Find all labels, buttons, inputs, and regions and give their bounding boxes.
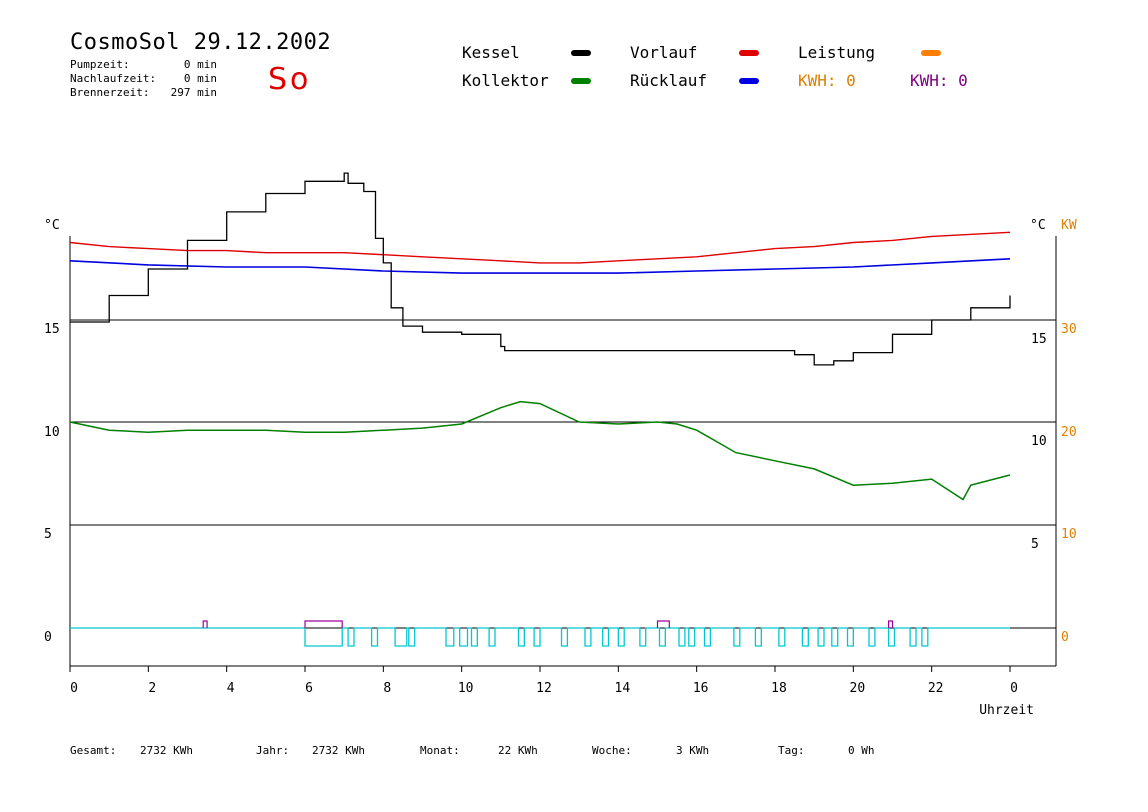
chart-title: CosmoSol 29.12.2002 (70, 30, 332, 55)
summary-label-jahr: Jahr: (256, 744, 290, 757)
summary-label-woche: Woche: (592, 744, 632, 757)
series-kollektor-line (69, 400, 1011, 501)
info-value-brennerzeit: 297 min (170, 86, 217, 99)
weekday-label: So (268, 62, 312, 97)
x-tick-label-0: 0 (70, 681, 78, 696)
summary-value-jahr: 2732 KWh (312, 744, 365, 757)
y-tick-right-15: 15 (1031, 332, 1047, 347)
y-tick-left-0: 0 (44, 630, 52, 645)
y-tick-kw-0: 0 (1061, 630, 1069, 645)
series-kessel-line (70, 172, 1011, 366)
summary-value-woche: 3 KWh (676, 744, 710, 757)
x-tick-label-12: 0 (1010, 681, 1018, 696)
legend-swatch-kollektor (571, 78, 591, 84)
summary-value-monat: 22 KWh (498, 744, 538, 757)
y-tick-kw-30: 30 (1061, 322, 1077, 337)
x-tick-label-3: 6 (305, 681, 313, 696)
summary-label-gesamt: Gesamt: (70, 744, 117, 757)
legend-label-kessel: Kessel (462, 43, 520, 62)
kwh-leistung: KWH: 0 (798, 71, 856, 90)
legend-label-kollektor: Kollektor (462, 71, 549, 90)
x-tick-label-2: 4 (227, 681, 235, 696)
y-tick-right-10: 10 (1031, 434, 1047, 449)
legend-swatch-kessel (571, 50, 591, 56)
left-axis-unit: °C (44, 218, 60, 233)
info-label-nachlaufzeit: Nachlaufzeit: (70, 72, 157, 85)
x-tick-label-1: 2 (148, 681, 156, 696)
x-tick-label-6: 12 (536, 681, 552, 696)
x-tick-label-8: 16 (693, 681, 709, 696)
summary-value-gesamt: 2732 KWh (140, 744, 193, 757)
x-axis-title: Uhrzeit (979, 703, 1034, 718)
legend-label-leistung: Leistung (798, 43, 876, 62)
legend-swatch-leistung (921, 50, 941, 56)
right-axis-unit-kw: KW (1061, 218, 1077, 233)
x-tick-label-10: 20 (850, 681, 866, 696)
y-tick-left-10: 10 (44, 425, 60, 440)
series-pump-pulses (70, 627, 1010, 647)
y-tick-right-5: 5 (1031, 537, 1039, 552)
series-burner-pulse-3 (888, 620, 894, 628)
y-tick-left-5: 5 (44, 527, 52, 542)
summary-value-tag: 0 Wh (848, 744, 875, 757)
y-tick-kw-20: 20 (1061, 425, 1077, 440)
legend-label-ruecklauf: Rücklauf (630, 71, 708, 90)
legend-swatch-vorlauf (739, 50, 759, 56)
info-value-pumpzeit: 0 min (183, 58, 217, 71)
kwh-secondary: KWH: 0 (910, 71, 968, 90)
series-vorlauf-line (69, 231, 1011, 264)
series-burner-pulse-1 (304, 620, 343, 628)
summary-label-monat: Monat: (420, 744, 460, 757)
legend-label-vorlauf: Vorlauf (630, 43, 698, 62)
series-burner-pulse-2 (656, 620, 670, 628)
y-tick-kw-10: 10 (1061, 527, 1077, 542)
x-tick-label-4: 8 (383, 681, 391, 696)
series-burner-pulse-0 (202, 620, 208, 628)
x-tick-label-7: 14 (615, 681, 631, 696)
info-label-brennerzeit: Brennerzeit: (70, 86, 150, 99)
y-tick-left-15: 15 (44, 322, 60, 337)
x-tick-label-5: 10 (458, 681, 474, 696)
right-axis-unit: °C (1030, 218, 1046, 233)
x-tick-label-9: 18 (771, 681, 787, 696)
x-tick-label-11: 22 (928, 681, 944, 696)
legend-swatch-ruecklauf (739, 78, 759, 84)
series-ruecklauf-line (69, 258, 1011, 274)
info-value-nachlaufzeit: 0 min (183, 72, 217, 85)
summary-label-tag: Tag: (778, 744, 805, 757)
info-label-pumpzeit: Pumpzeit: (70, 58, 130, 71)
